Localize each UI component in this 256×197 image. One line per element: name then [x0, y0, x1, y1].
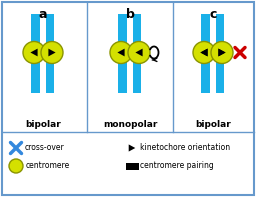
Polygon shape — [129, 144, 135, 151]
Bar — [136, 14, 141, 49]
Text: kinetochore orientation: kinetochore orientation — [140, 143, 230, 152]
Bar — [216, 14, 221, 49]
Bar — [201, 14, 206, 49]
Bar — [35, 14, 40, 49]
Text: cross-over: cross-over — [25, 143, 64, 152]
Bar — [217, 49, 220, 56]
Polygon shape — [30, 49, 38, 56]
Bar — [31, 14, 36, 49]
Polygon shape — [118, 49, 125, 56]
Bar — [47, 49, 50, 56]
Circle shape — [128, 42, 150, 63]
Polygon shape — [200, 49, 208, 56]
Bar — [122, 56, 127, 93]
Circle shape — [193, 42, 215, 63]
Bar — [201, 56, 206, 93]
Circle shape — [211, 42, 233, 63]
Circle shape — [41, 42, 63, 63]
Bar — [133, 56, 138, 93]
Bar — [118, 56, 123, 93]
Bar — [205, 56, 210, 93]
Text: c: c — [209, 8, 217, 21]
Bar — [219, 14, 224, 49]
Bar — [206, 49, 209, 56]
Polygon shape — [48, 49, 56, 56]
Text: bipolar: bipolar — [25, 120, 61, 129]
Bar — [137, 49, 140, 56]
Polygon shape — [218, 49, 226, 56]
Bar — [46, 14, 51, 49]
Text: bipolar: bipolar — [195, 120, 231, 129]
Bar — [31, 56, 36, 93]
Bar — [35, 56, 40, 93]
Bar — [46, 56, 51, 93]
Bar — [50, 49, 53, 56]
Bar — [118, 14, 123, 49]
Bar — [216, 56, 221, 93]
Bar — [49, 14, 54, 49]
Bar — [36, 49, 39, 56]
Text: a: a — [39, 8, 47, 21]
Bar — [134, 49, 137, 56]
FancyBboxPatch shape — [2, 2, 254, 195]
Bar — [123, 49, 126, 56]
Bar — [49, 56, 54, 93]
Bar — [119, 49, 122, 56]
Bar — [125, 163, 138, 169]
Bar — [205, 14, 210, 49]
Polygon shape — [218, 49, 226, 56]
Bar — [202, 49, 205, 56]
Bar — [219, 56, 224, 93]
Bar — [220, 49, 223, 56]
Circle shape — [110, 42, 132, 63]
Polygon shape — [200, 49, 208, 56]
Polygon shape — [135, 49, 143, 56]
Circle shape — [9, 159, 23, 173]
Bar — [32, 49, 35, 56]
Bar — [133, 14, 138, 49]
Text: centromere pairing: centromere pairing — [141, 162, 214, 170]
Bar — [136, 56, 141, 93]
Bar — [122, 14, 127, 49]
Circle shape — [23, 42, 45, 63]
Text: centromere: centromere — [26, 162, 70, 170]
Text: b: b — [125, 8, 134, 21]
Text: monopolar: monopolar — [103, 120, 157, 129]
